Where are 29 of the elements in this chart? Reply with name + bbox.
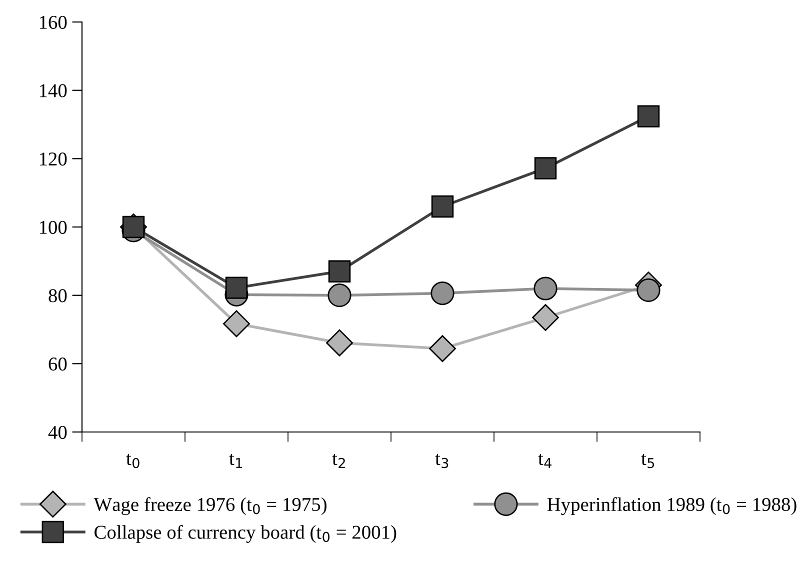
x-tick-label: t$_{0}$ [126,454,140,468]
point [534,157,557,180]
y-tick-label: 80 [48,289,67,302]
point [326,329,353,356]
point [532,304,559,332]
x-tick-label: t$_{4}$ [538,454,552,468]
point [223,310,250,338]
point [225,276,248,299]
point [637,105,660,128]
y-tick-label: 160 [40,16,67,29]
y-tick-label: 100 [40,220,67,234]
legend-label: Hyperinflation 1989 (t$_{0}$ = 1988) [547,497,796,516]
y-tick-label: 60 [48,357,67,371]
point [534,276,558,300]
x-tick-label: t$_{1}$ [229,454,242,468]
y-tick-label: 40 [48,426,67,439]
legend-label: Wage freeze 1976 (t$_{0}$ = 1975) [94,497,326,516]
x-tick-label: t$_{3}$ [435,454,448,468]
point [430,281,454,306]
point [429,335,456,362]
x-tick-label: t$_{5}$ [641,454,654,468]
point [636,278,660,302]
x-tick-label: t$_{2}$ [332,454,345,468]
y-tick-label: 120 [40,152,67,166]
point [328,284,352,308]
point [328,260,351,283]
y-tick-label: 140 [40,84,67,98]
point [431,195,454,218]
legend-label: Collapse of currency board (t$_{0}$ = 2001) [94,524,396,543]
